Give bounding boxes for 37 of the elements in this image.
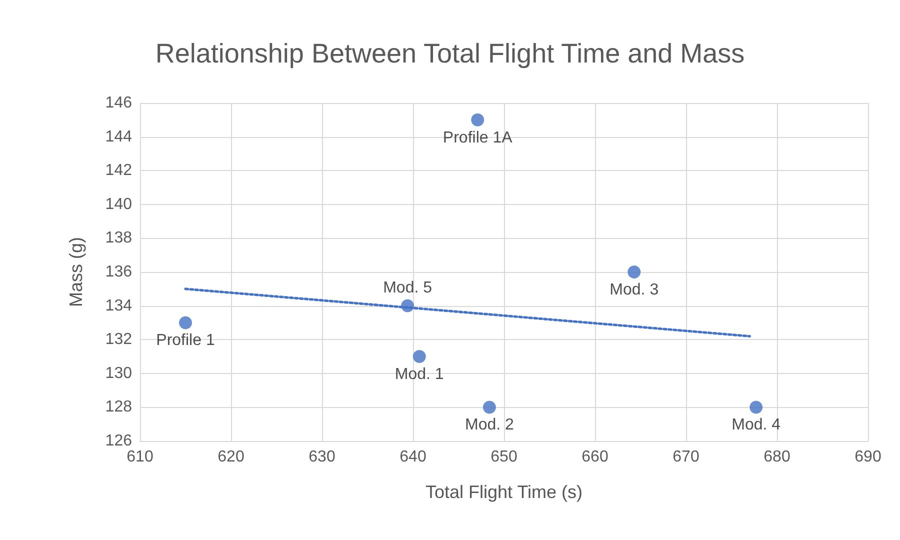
y-tick-label: 126 [105, 432, 132, 450]
annotation: Mod. 4 [732, 416, 781, 434]
annotation: Profile 1 [156, 332, 215, 350]
annotation: Mod. 1 [394, 366, 444, 383]
y-tick-label: 136 [105, 264, 132, 280]
annotation: Mod. 2 [464, 416, 514, 434]
point [628, 266, 641, 278]
y-tick-label: 142 [105, 162, 132, 180]
point [179, 316, 192, 330]
x-tick-label: 620 [218, 448, 244, 466]
y-tick-label: 144 [105, 128, 132, 146]
x-tick-label: 690 [854, 448, 882, 466]
x-tick-label: 630 [308, 448, 336, 466]
x-axis-title: Total Flight Time (s) [425, 482, 583, 502]
x-tick-label: 650 [490, 448, 518, 466]
chart-title: Relationship Between Total Flight Time and Mass [155, 38, 745, 68]
annotation: Mod. 5 [383, 279, 432, 296]
y-axis-title: Mass (g) [66, 236, 86, 308]
point [482, 400, 496, 414]
y-tick-label: 132 [105, 331, 132, 348]
y-tick-label: 134 [105, 297, 132, 314]
y-tick-label: 140 [105, 196, 132, 213]
x-tick-label: 670 [672, 448, 700, 466]
x-tick-label: 660 [582, 448, 608, 466]
point [750, 400, 763, 414]
point [471, 113, 484, 126]
x-tick-label: 680 [764, 448, 790, 466]
point [412, 350, 426, 363]
y-tick-label: 138 [105, 230, 132, 247]
annotation: Mod. 3 [610, 282, 659, 298]
point [401, 299, 414, 312]
annotation: Profile 1A [442, 129, 513, 146]
y-tick-label: 128 [105, 398, 132, 416]
y-tick-label: 130 [105, 364, 132, 382]
y-tick-label: 146 [105, 94, 132, 112]
x-tick-label: 610 [126, 448, 154, 466]
x-tick-label: 640 [400, 448, 426, 466]
